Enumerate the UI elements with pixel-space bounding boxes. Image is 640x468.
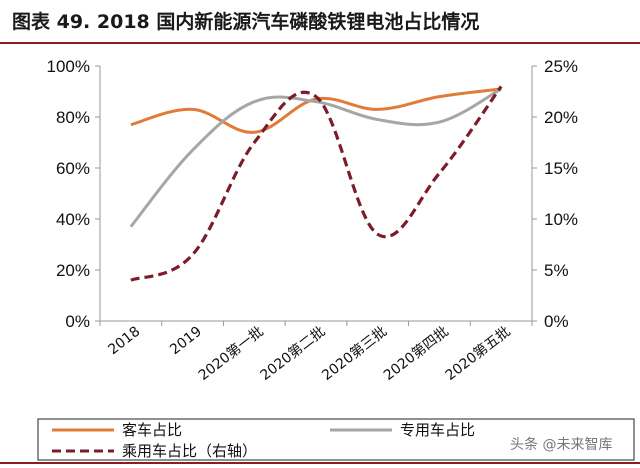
- y-left-tick-label: 40%: [56, 210, 90, 229]
- x-tick-label: 2020第三批: [319, 323, 391, 384]
- watermark: 头条 @未来智库: [510, 437, 613, 453]
- x-tick-label: 2018: [105, 324, 143, 359]
- y-right-tick-label: 20%: [544, 108, 578, 127]
- y-right-tick-label: 5%: [544, 261, 569, 280]
- chart-title: 图表 49. 2018 国内新能源汽车磷酸铁锂电池占比情况: [12, 11, 480, 33]
- y-right-tick-label: 0%: [544, 312, 569, 331]
- series-line-2: [129, 87, 502, 228]
- series-line-1: [130, 87, 502, 134]
- series-line-3: [130, 85, 503, 282]
- y-left-tick-label: 20%: [56, 261, 90, 280]
- legend-label-3: 乘用车占比（右轴）: [122, 442, 257, 460]
- legend-label-1: 客车占比: [122, 421, 182, 439]
- y-left-tick-label: 80%: [56, 108, 90, 127]
- legend-label-2: 专用车占比: [400, 421, 475, 439]
- x-tick-label: 2020第五批: [442, 323, 514, 384]
- y-right-tick-label: 15%: [544, 159, 578, 178]
- title-divider: [0, 42, 640, 44]
- y-right-tick-label: 25%: [544, 57, 578, 76]
- x-tick-label: 2019: [167, 324, 205, 359]
- legend-box: [37, 418, 635, 461]
- y-right-tick-label: 10%: [544, 210, 578, 229]
- x-tick-label: 2020第四批: [380, 323, 452, 384]
- y-left-tick-label: 0%: [65, 312, 90, 331]
- x-tick-label: 2020第一批: [195, 323, 267, 384]
- bottom-divider: [0, 462, 640, 464]
- x-tick-label: 2020第二批: [257, 323, 329, 384]
- y-left-tick-label: 60%: [56, 159, 90, 178]
- y-left-tick-label: 100%: [47, 57, 90, 76]
